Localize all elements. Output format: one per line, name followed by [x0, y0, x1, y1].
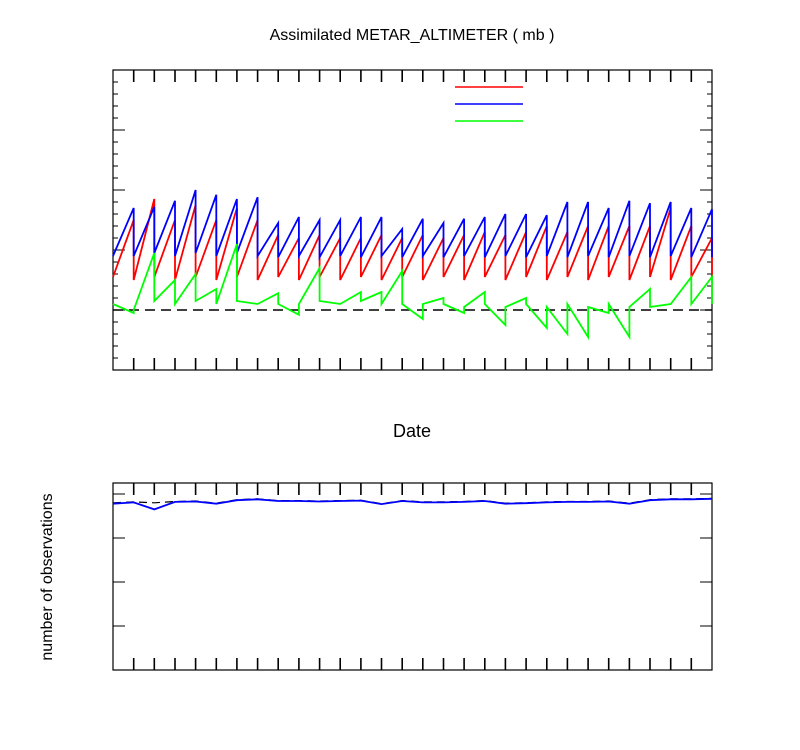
series-line-1 — [112, 189, 713, 261]
obs-used-line — [112, 497, 713, 511]
x-axis-label: Date — [393, 421, 431, 441]
chart-title: Assimilated METAR_ALTIMETER ( mb ) — [270, 27, 555, 44]
series-line-2 — [112, 243, 713, 341]
bottom-plot — [112, 482, 713, 671]
plot-frame — [112, 482, 713, 671]
y-axis-label: number of observations — [39, 493, 56, 660]
top-plot — [112, 69, 713, 371]
legend — [455, 86, 523, 122]
